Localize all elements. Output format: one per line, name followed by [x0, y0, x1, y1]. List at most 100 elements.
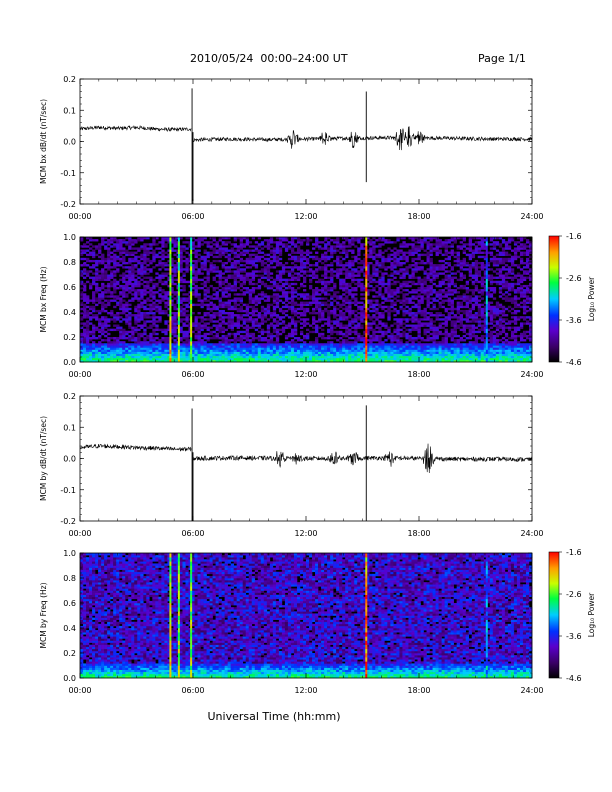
heatmap-cell — [92, 251, 96, 254]
heatmap-cell — [384, 257, 388, 261]
heatmap-cell — [378, 345, 382, 348]
heatmap-cell — [101, 282, 105, 286]
heatmap-cell — [420, 239, 424, 242]
heatmap-cell — [107, 318, 111, 321]
heatmap-cell — [381, 345, 385, 348]
heatmap-cell — [152, 291, 156, 294]
heatmap-cell — [357, 239, 361, 242]
heatmap-cell — [381, 264, 385, 267]
heatmap-cell — [348, 299, 352, 302]
heatmap-cell — [221, 247, 225, 250]
heatmap-cell — [318, 297, 322, 300]
heatmap-cell — [299, 255, 304, 259]
heatmap-cell — [101, 255, 105, 259]
heatmap-cell — [152, 359, 156, 363]
heatmap-cell — [402, 332, 406, 336]
heatmap-cell — [408, 309, 412, 313]
heatmap-cell — [86, 357, 90, 361]
heatmap-cell — [224, 268, 228, 271]
heatmap-cell — [315, 274, 319, 277]
heatmap-cell — [80, 341, 84, 344]
heatmap-cell — [86, 301, 90, 304]
heatmap-cell — [134, 278, 138, 282]
heatmap-cell — [345, 353, 349, 357]
heatmap-cell — [245, 324, 250, 327]
heatmap-cell — [278, 270, 283, 273]
heatmap-cell — [89, 243, 93, 246]
heatmap-cell — [390, 299, 394, 302]
heatmap-cell — [245, 353, 250, 357]
heatmap-cell — [254, 253, 259, 257]
heatmap-cell — [170, 237, 174, 240]
heatmap-cell — [296, 239, 301, 242]
heatmap-cell — [83, 305, 87, 309]
heatmap-cell — [158, 280, 162, 284]
heatmap-cell — [245, 312, 250, 315]
heatmap-cell — [290, 295, 295, 298]
heatmap-cell — [423, 312, 427, 315]
heatmap-cell — [396, 341, 400, 344]
heatmap-cell — [212, 239, 216, 242]
heatmap-cell — [315, 251, 319, 254]
heatmap-cell — [164, 274, 168, 277]
heatmap-cell — [281, 312, 286, 315]
heatmap-cell — [191, 349, 195, 352]
heatmap-cell — [95, 355, 99, 359]
heatmap-cell — [218, 239, 222, 242]
x-tick-label: 18:00 — [407, 212, 430, 221]
heatmap-cell — [384, 355, 388, 359]
heatmap-cell — [366, 343, 370, 346]
heatmap-cell — [363, 351, 367, 354]
heatmap-cell — [149, 259, 153, 263]
heatmap-cell — [290, 291, 295, 294]
heatmap-cell — [354, 349, 358, 352]
heatmap-cell — [161, 312, 165, 315]
heatmap-cell — [254, 353, 259, 357]
heatmap-cell — [101, 305, 105, 309]
heatmap-cell — [272, 359, 277, 363]
heatmap-cell — [306, 270, 310, 273]
heatmap-cell — [158, 343, 162, 346]
heatmap-cell — [107, 276, 111, 279]
heatmap-cell — [432, 355, 436, 359]
heatmap-cell — [435, 316, 439, 319]
heatmap-cell — [110, 318, 114, 321]
heatmap-cell — [257, 345, 262, 348]
heatmap-cell — [432, 282, 436, 286]
heatmap-cell — [287, 307, 292, 311]
heatmap-cell — [330, 276, 334, 279]
heatmap-cell — [381, 282, 385, 286]
heatmap-cell — [140, 282, 144, 286]
heatmap-cell — [444, 309, 448, 313]
heatmap-cell — [324, 272, 328, 275]
heatmap-cell — [330, 347, 334, 350]
heatmap-cell — [375, 307, 379, 311]
heatmap-cell — [390, 264, 394, 267]
heatmap-cell — [405, 359, 409, 363]
heatmap-cell — [269, 339, 274, 342]
heatmap-cell — [131, 243, 135, 246]
heatmap-cell — [254, 282, 259, 286]
heatmap-cell — [245, 330, 250, 334]
heatmap-cell — [221, 251, 225, 254]
heatmap-cell — [381, 347, 385, 350]
heatmap-cell — [119, 355, 123, 359]
heatmap-cell — [363, 284, 367, 288]
heatmap-cell — [248, 241, 253, 244]
heatmap-cell — [191, 351, 195, 354]
heatmap-cell — [197, 297, 201, 300]
heatmap-cell — [309, 278, 313, 282]
heatmap-cell — [281, 295, 286, 298]
heatmap-cell — [86, 297, 90, 300]
heatmap-cell — [191, 312, 195, 315]
heatmap-cell — [245, 328, 250, 332]
heatmap-cell — [402, 345, 406, 348]
heatmap-cell — [197, 249, 201, 252]
heatmap-cell — [435, 243, 439, 246]
heatmap-cell — [417, 299, 421, 302]
heatmap-cell — [125, 284, 129, 288]
heatmap-cell — [435, 351, 439, 354]
heatmap-cell — [209, 237, 213, 240]
heatmap-cell — [363, 343, 367, 346]
heatmap-cell — [444, 353, 448, 357]
